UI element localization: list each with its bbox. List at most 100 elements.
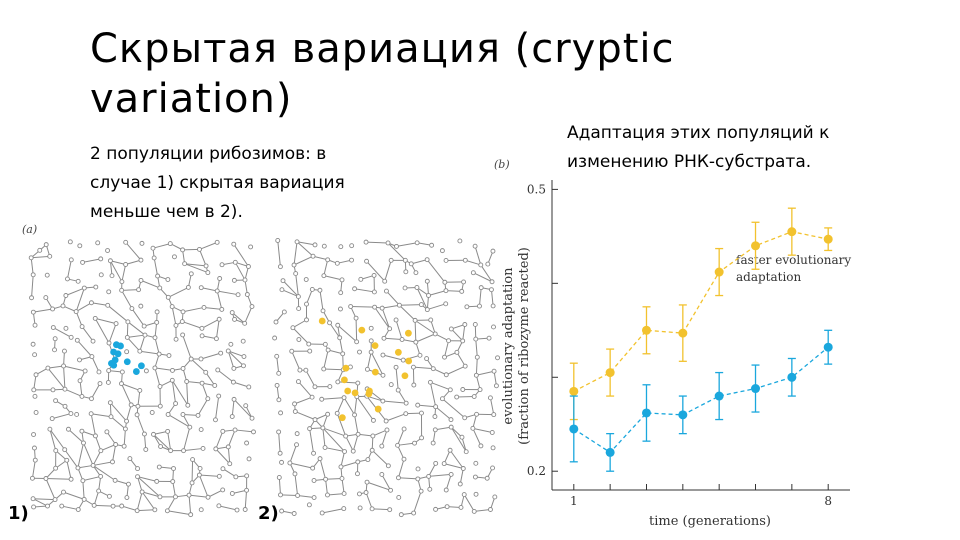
highlighted-genotype <box>401 372 409 380</box>
network-node <box>240 338 246 344</box>
network-node <box>53 448 59 454</box>
network-node <box>225 348 231 354</box>
network-node <box>393 317 399 323</box>
network-node <box>370 417 376 423</box>
network-node <box>339 475 345 481</box>
network-node <box>196 472 202 478</box>
network-node <box>401 456 407 462</box>
network-edge <box>137 509 155 512</box>
network-node <box>424 257 430 263</box>
network-node <box>491 368 497 374</box>
network-node <box>143 368 149 374</box>
network-edge <box>450 426 467 452</box>
network-node <box>200 445 206 451</box>
network-edge <box>49 428 66 450</box>
network-edge <box>233 243 249 267</box>
highlighted-genotype <box>318 317 326 325</box>
network-node <box>310 465 316 471</box>
network-edge <box>480 264 493 283</box>
network-node <box>154 309 160 315</box>
network-node <box>415 476 421 482</box>
network-node <box>136 287 142 293</box>
network-node <box>98 256 104 262</box>
network-node <box>188 356 194 362</box>
network-node <box>348 304 354 309</box>
network-edge <box>489 397 495 415</box>
network-edge <box>445 474 452 491</box>
network-node <box>325 347 331 353</box>
network-node <box>341 395 347 401</box>
network-node <box>321 243 327 249</box>
network-edge <box>430 381 451 391</box>
network-edge <box>91 383 101 399</box>
network-edge <box>79 380 83 397</box>
network-edge <box>356 396 374 421</box>
network-node <box>92 315 98 321</box>
network-node <box>98 473 104 479</box>
network-edge <box>184 263 207 267</box>
network-node <box>68 476 74 482</box>
network-node <box>353 315 359 321</box>
network-node <box>158 444 164 449</box>
network-node <box>433 404 439 410</box>
network-node <box>432 427 438 433</box>
network-edge <box>276 356 280 374</box>
network-node <box>486 335 492 341</box>
network-node <box>441 461 447 467</box>
network-node <box>199 333 205 339</box>
network-edge <box>294 473 299 496</box>
network-node <box>52 336 58 342</box>
network-node <box>53 398 59 404</box>
network-edge <box>100 444 116 452</box>
network-node <box>457 481 463 487</box>
network-node <box>490 248 496 254</box>
network-node <box>243 403 249 409</box>
network-node <box>119 287 125 293</box>
network-node <box>379 443 385 449</box>
population-1-label: 1) <box>8 503 29 524</box>
network-node <box>197 465 203 471</box>
network-node <box>64 276 70 282</box>
network-node <box>411 510 417 516</box>
network-edge <box>31 255 50 259</box>
network-edge <box>294 396 313 405</box>
network-node <box>156 464 162 470</box>
highlighted-genotype <box>405 357 413 365</box>
highlighted-genotype <box>371 342 379 349</box>
network-node <box>190 457 196 463</box>
network-node <box>105 379 111 385</box>
network-node <box>335 322 341 328</box>
network-node <box>93 284 99 290</box>
network-edge <box>127 321 146 336</box>
network-node <box>82 368 88 374</box>
network-edge <box>121 383 132 406</box>
network-node <box>461 279 467 285</box>
network-node <box>478 262 484 268</box>
network-edge <box>465 259 481 266</box>
network-node <box>119 381 124 387</box>
network-node <box>290 325 296 331</box>
network-edge <box>33 498 56 501</box>
network-edge <box>328 349 343 355</box>
network-edge <box>182 306 205 313</box>
network-node <box>74 411 80 417</box>
network-edge <box>280 494 298 497</box>
network-node <box>396 475 401 481</box>
network-edge <box>293 241 298 266</box>
network-edge <box>65 287 85 296</box>
x-tick-label: 1 <box>570 494 578 508</box>
network-node <box>412 317 418 323</box>
network-node <box>88 411 94 417</box>
network-node <box>30 272 36 278</box>
network-edge <box>434 333 449 342</box>
network-edge <box>182 321 203 329</box>
network-node <box>473 491 479 497</box>
network-node <box>368 349 374 355</box>
network-node <box>30 341 36 347</box>
network-node <box>490 465 496 471</box>
network-edge <box>355 318 358 342</box>
network-edge <box>95 317 117 325</box>
network-node <box>242 277 248 283</box>
network-edge <box>382 400 407 404</box>
network-node <box>304 301 309 307</box>
